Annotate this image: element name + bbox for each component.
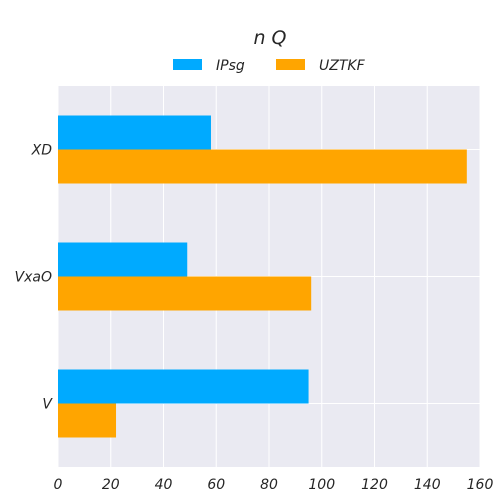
bar-ipsg-xd xyxy=(58,115,211,150)
bar-ipsg-vxao xyxy=(58,242,188,277)
x-tick-label: 120 xyxy=(361,477,388,493)
legend-swatch-ipsg xyxy=(173,59,202,70)
legend-swatch-uztkf xyxy=(276,59,305,70)
bar-ipsg-v xyxy=(58,369,309,404)
legend-label-uztkf: UZTKF xyxy=(319,58,366,74)
y-tick-label: XD xyxy=(31,143,53,159)
chart-title: n Q xyxy=(253,27,286,49)
x-tick-label: 100 xyxy=(308,477,335,493)
x-tick-label: 20 xyxy=(102,477,120,493)
x-tick-label: 80 xyxy=(260,477,278,493)
x-tick-label: 0 xyxy=(54,477,63,493)
y-tick-label: VxaO xyxy=(15,270,52,286)
bar-uztkf-v xyxy=(58,403,117,438)
bar-uztkf-xd xyxy=(58,149,467,184)
x-tick-label: 140 xyxy=(414,477,441,493)
x-tick-label: 60 xyxy=(207,477,225,493)
legend-label-ipsg: IPsg xyxy=(216,58,245,74)
x-tick-label: 160 xyxy=(467,477,494,493)
x-tick-label: 40 xyxy=(155,477,173,493)
legend: IPsg UZTKF xyxy=(173,58,366,74)
x-axis-tick-labels: 0 20 40 60 80 100 120 140 160 xyxy=(54,477,494,493)
bars xyxy=(58,115,467,438)
y-tick-label: V xyxy=(42,397,53,413)
y-axis-tick-labels: XD VxaO V xyxy=(15,143,54,413)
bar-uztkf-vxao xyxy=(58,276,312,311)
